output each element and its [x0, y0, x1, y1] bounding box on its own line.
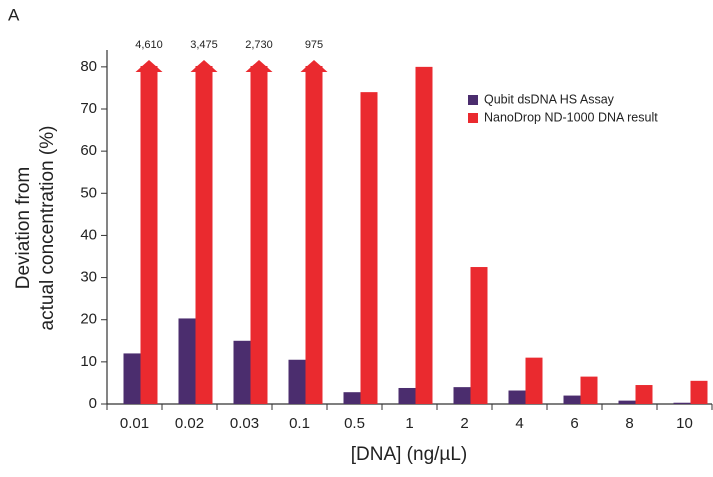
overflow-arrow	[300, 60, 328, 72]
panel-label: A	[8, 5, 20, 24]
bar	[635, 385, 653, 404]
y-tick-label: 0	[89, 395, 97, 412]
bar	[250, 66, 268, 404]
bar	[195, 66, 213, 404]
overflow-arrow	[135, 60, 163, 72]
x-tick-label: 0.03	[230, 415, 259, 432]
bar	[140, 66, 158, 404]
bar	[288, 359, 306, 404]
y-tick-label: 30	[80, 269, 97, 286]
y-tick-label: 40	[80, 226, 97, 243]
x-axis-title: [DNA] (ng/µL)	[351, 444, 468, 465]
bar	[305, 66, 323, 404]
bar	[123, 353, 141, 404]
y-tick-label: 50	[80, 184, 97, 201]
y-axis-title: Deviation from	[13, 167, 34, 290]
value-label: 2,730	[245, 39, 273, 51]
bar	[415, 66, 433, 404]
x-tick-label: 0.1	[289, 415, 310, 432]
x-tick-label: 0.01	[120, 415, 149, 432]
legend-swatch	[468, 95, 478, 105]
legend-label: Qubit dsDNA HS Assay	[484, 92, 615, 106]
bar	[563, 395, 581, 404]
bar	[398, 387, 416, 404]
x-tick-label: 0.5	[344, 415, 365, 432]
overflow-arrow	[190, 60, 218, 72]
bar	[470, 267, 488, 404]
x-tick-label: 10	[676, 415, 693, 432]
y-tick-label: 10	[80, 353, 97, 370]
value-label: 3,475	[190, 39, 218, 51]
bar	[360, 92, 378, 405]
bar	[233, 340, 251, 404]
bar	[580, 376, 598, 404]
bar	[508, 390, 526, 404]
x-tick-label: 4	[515, 415, 523, 432]
y-axis-title: actual concentration (%)	[37, 126, 58, 331]
bar	[343, 392, 361, 404]
legend-swatch	[468, 113, 478, 123]
bar	[690, 380, 708, 404]
y-tick-label: 60	[80, 142, 97, 159]
bar	[618, 400, 636, 404]
value-label: 4,610	[135, 39, 163, 51]
y-tick-label: 70	[80, 100, 97, 117]
bar	[673, 402, 691, 404]
bar	[178, 318, 196, 404]
x-tick-label: 1	[405, 415, 413, 432]
x-tick-label: 0.02	[175, 415, 204, 432]
x-tick-label: 6	[570, 415, 578, 432]
bar	[525, 357, 543, 404]
overflow-arrow	[245, 60, 273, 72]
value-label: 975	[305, 39, 323, 51]
y-tick-label: 20	[80, 311, 97, 328]
x-tick-label: 8	[625, 415, 633, 432]
bar	[453, 387, 471, 404]
legend-label: NanoDrop ND-1000 DNA result	[484, 110, 658, 124]
x-tick-label: 2	[460, 415, 468, 432]
y-tick-label: 80	[80, 58, 97, 75]
